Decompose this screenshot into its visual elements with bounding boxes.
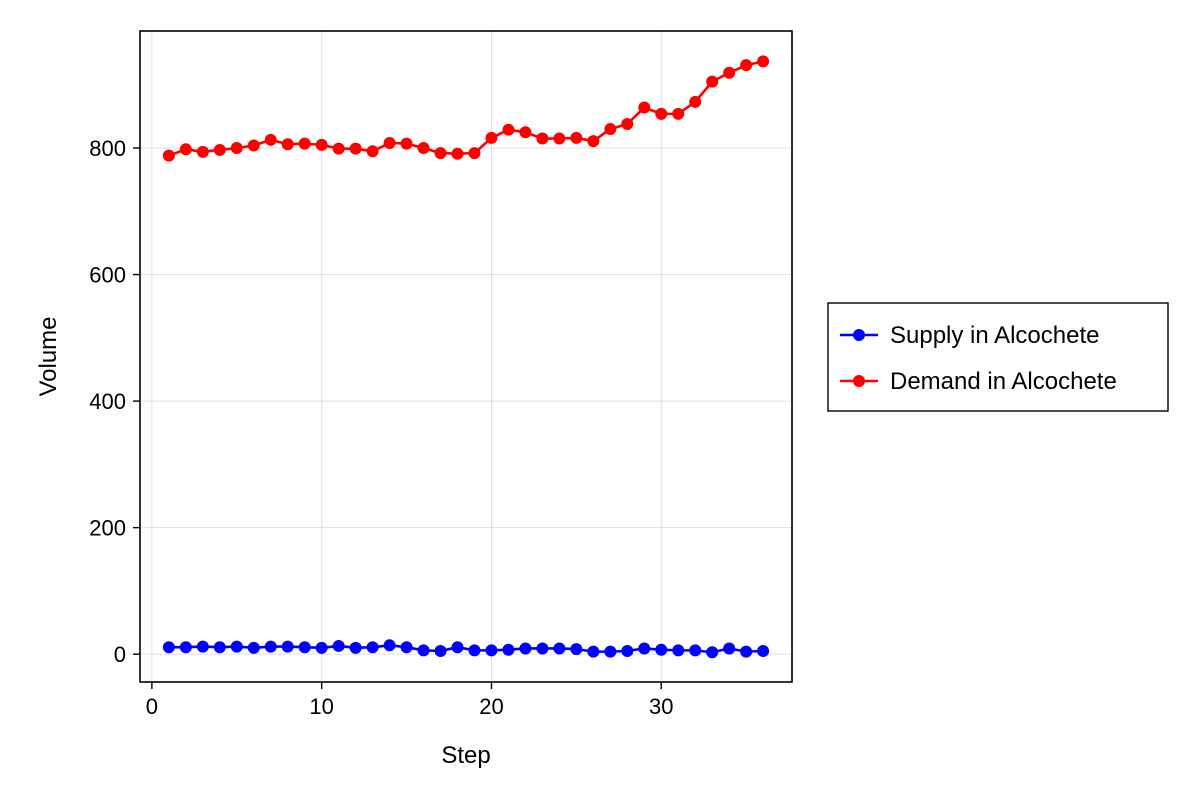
data-point [502,643,515,656]
data-point [230,640,243,653]
data-point [366,641,379,654]
data-point [451,641,464,654]
data-point [638,642,651,655]
data-point [587,135,600,148]
data-point [230,142,243,155]
data-point [281,640,294,653]
series-demand [162,55,770,162]
data-point [196,145,209,158]
data-point [213,641,226,654]
data-point [298,641,311,654]
x-tick-label: 20 [479,694,503,719]
data-point [672,644,685,657]
legend: Supply in Alcochete Demand in Alcochete [827,302,1169,412]
data-point [468,644,481,657]
data-point [298,137,311,150]
data-point [349,641,362,654]
data-point [655,643,668,656]
data-point [162,149,175,162]
data-point [689,644,702,657]
data-point [672,107,685,120]
legend-item: Supply in Alcochete [840,322,1099,349]
data-point [638,101,651,114]
data-point [587,645,600,658]
data-point [417,644,430,657]
plot-frame [139,30,793,683]
series-supply [162,639,770,659]
data-point [570,131,583,144]
data-point [349,142,362,155]
data-point [740,645,753,658]
y-tick-label: 200 [89,516,126,541]
legend-label: Supply in Alcochete [890,322,1099,349]
legend-marker [853,329,865,341]
data-point [655,107,668,120]
data-point [553,642,566,655]
data-point [162,641,175,654]
series-layer [162,55,770,659]
data-point [383,639,396,652]
data-point [757,645,770,657]
data-point [315,641,328,654]
data-point [179,143,192,156]
data-point [570,643,583,656]
data-point [553,132,566,145]
data-point [485,644,498,657]
data-point [621,118,634,130]
axis-ticks: 0 10 20 30 0 200 400 600 800 [89,136,673,719]
data-point [332,142,345,155]
data-point [417,142,430,155]
x-tick-label: 0 [146,694,158,719]
data-point [604,645,617,658]
data-point [434,147,447,160]
data-point [536,642,549,655]
data-point [468,147,481,160]
legend-marker [853,375,865,387]
data-point [723,642,736,655]
data-point [434,645,447,657]
data-point [196,640,209,653]
data-point [366,145,379,158]
data-point [706,646,719,659]
data-point [264,133,277,146]
data-point [536,132,549,145]
data-point [247,139,260,152]
data-point [621,645,634,657]
y-tick-label: 400 [89,389,126,414]
y-tick-label: 800 [89,136,126,161]
data-point [451,147,464,160]
data-point [400,137,413,150]
data-point [383,136,396,149]
x-tick-label: 10 [309,694,333,719]
data-point [179,641,192,654]
data-point [757,55,770,68]
data-point [213,143,226,156]
data-point [502,123,515,136]
data-point [400,641,413,654]
legend-label: Demand in Alcochete [890,368,1117,395]
data-point [485,131,498,144]
y-tick-label: 600 [89,263,126,288]
y-tick-label: 0 [114,642,126,667]
x-axis-label: Step [441,742,490,769]
data-point [315,138,328,151]
data-point [247,641,260,654]
data-point [604,123,617,136]
data-point [519,642,532,655]
data-point [519,126,532,139]
legend-box [827,302,1169,412]
data-point [740,59,753,72]
data-point [332,639,345,652]
data-point [264,640,277,653]
x-tick-label: 30 [649,694,673,719]
data-point [706,75,719,88]
data-point [723,66,736,79]
legend-item: Demand in Alcochete [840,368,1117,395]
data-point [281,138,294,151]
data-point [689,95,702,108]
y-axis-label: Volume [35,316,62,396]
